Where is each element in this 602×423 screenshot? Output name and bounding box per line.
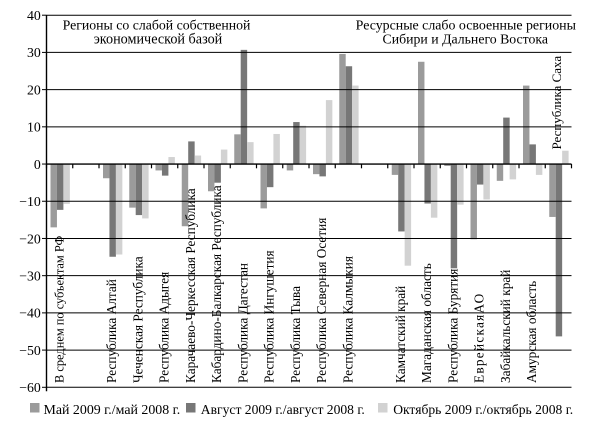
svg-text:Камчатский край: Камчатский край	[393, 286, 408, 383]
svg-text:экономической базой: экономической базой	[94, 32, 223, 48]
svg-text:Октябрь 2009 г./октябрь 2008 г: Октябрь 2009 г./октябрь 2008 г.	[393, 402, 573, 417]
svg-text:0: 0	[34, 157, 41, 172]
svg-text:Республика Адыгея: Республика Адыгея	[157, 272, 172, 383]
svg-text:Республика Бурятия: Республика Бурятия	[445, 269, 460, 383]
svg-text:30: 30	[27, 45, 41, 60]
svg-text:−60: −60	[19, 380, 41, 395]
svg-text:−40: −40	[19, 306, 41, 321]
svg-text:−10: −10	[19, 194, 41, 209]
svg-text:Чеченская Республика: Чеченская Республика	[130, 256, 145, 383]
svg-text:Регионы со слабой собственной: Регионы со слабой собственной	[63, 17, 251, 32]
svg-text:Кабардино-Балкарская Республик: Кабардино-Балкарская Республика	[209, 185, 224, 383]
svg-text:10: 10	[27, 120, 41, 135]
svg-text:−30: −30	[19, 268, 41, 283]
svg-text:Республика Ингушетия: Республика Ингушетия	[262, 250, 277, 383]
svg-text:40: 40	[27, 8, 41, 23]
svg-text:Республика Дагестан: Республика Дагестан	[235, 263, 250, 383]
svg-text:Август 2009 г./август 2008 г.: Август 2009 г./август 2008 г.	[201, 402, 365, 417]
svg-text:Ресурсные слабо освоенные реги: Ресурсные слабо освоенные регионы	[356, 18, 576, 33]
svg-text:Сибири и Дальнего Востока: Сибири и Дальнего Востока	[383, 32, 549, 47]
svg-text:Республика Алтай: Республика Алтай	[104, 279, 119, 383]
svg-text:Карачаево-Черкесская Республик: Карачаево-Черкесская Республика	[183, 188, 198, 383]
svg-text:−50: −50	[19, 343, 41, 358]
svg-text:Республика Тыва: Республика Тыва	[288, 286, 303, 383]
svg-text:−20: −20	[19, 231, 41, 246]
svg-text:Забайкальский край: Забайкальский край	[498, 270, 513, 383]
svg-text:Республика Саха: Республика Саха	[549, 56, 564, 150]
svg-text:ЕврейскаяАО: ЕврейскаяАО	[472, 292, 487, 383]
svg-text:Республика Северная Осетия: Республика Северная Осетия	[314, 218, 329, 383]
svg-text:Магаданская область: Магаданская область	[419, 263, 434, 383]
svg-text:20: 20	[27, 82, 41, 97]
svg-text:Май 2009 г./май 2008 г.: Май 2009 г./май 2008 г.	[44, 403, 181, 418]
svg-text:Республика Калмыкия: Республика Калмыкия	[340, 256, 355, 383]
svg-text:В среднем по субъектам РФ: В среднем по субъектам РФ	[53, 235, 67, 383]
svg-text:Амурская область: Амурская область	[524, 281, 539, 383]
